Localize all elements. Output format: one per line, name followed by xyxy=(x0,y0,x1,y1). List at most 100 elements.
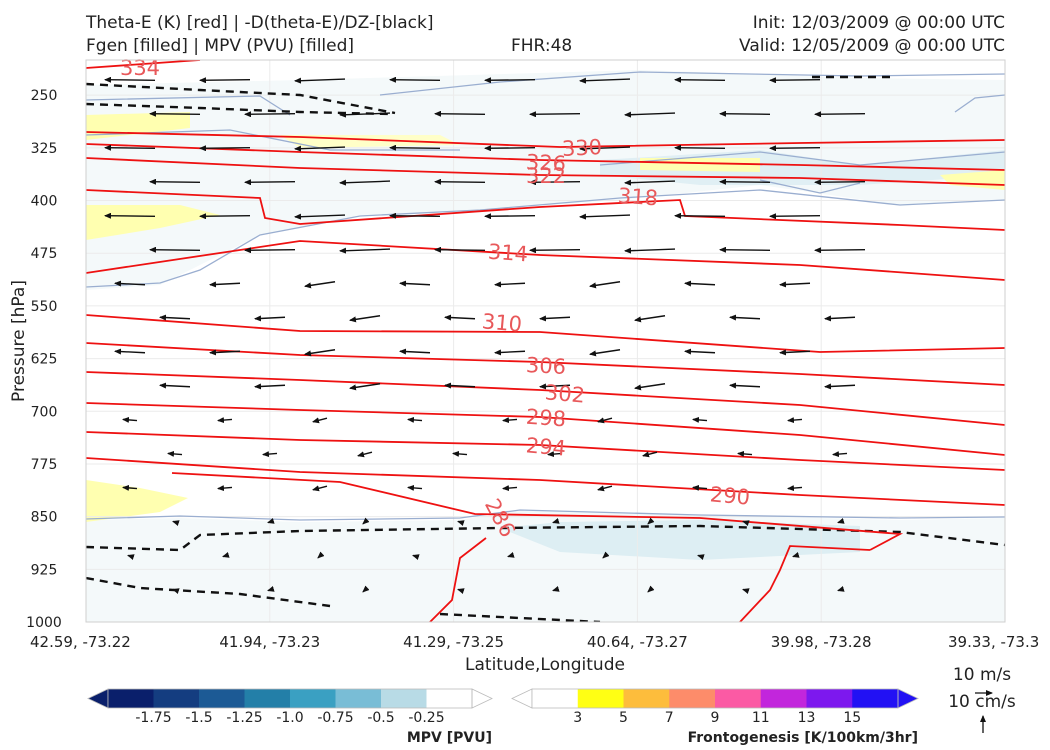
wind-arrow-17 xyxy=(199,145,251,152)
wind-arrow-108 xyxy=(552,518,560,524)
wind-arrow-52 xyxy=(494,281,526,288)
fgen-colorbar-tick-3: 9 xyxy=(711,710,720,726)
mpv-colorbar-title: MPV [PVU] xyxy=(407,730,492,746)
wind-arrow-42 xyxy=(339,247,391,254)
wind-arrow-11 xyxy=(434,110,486,117)
y-tick-label-325: 325 xyxy=(31,141,58,157)
wind-arrow-68 xyxy=(494,349,526,356)
forecast-hour: FHR:48 xyxy=(511,36,573,56)
fgen-colorbar-tick-0: 3 xyxy=(573,710,582,726)
wind-arrow-62 xyxy=(729,314,761,321)
wind-arrow-116 xyxy=(507,552,515,558)
wind-arrow-88 xyxy=(167,450,183,457)
wind-arrow-95 xyxy=(832,451,848,458)
x-axis-ticks: 42.59, -73.22 41.94, -73.23 41.29, -73.25 4… xyxy=(30,633,1039,651)
wind-arrow-94 xyxy=(737,450,753,457)
theta-e-contour-322-3 xyxy=(86,157,1005,186)
wind-arrow-117 xyxy=(602,551,610,559)
x-tick-label-4: 39.98, -73.28 xyxy=(771,633,872,651)
fgen-colorbar-tick-1: 5 xyxy=(619,710,628,726)
wind-arrow-36 xyxy=(484,213,536,220)
wind-arrow-25 xyxy=(244,179,296,186)
theta-e-contour-310-6 xyxy=(86,314,1005,353)
fgen-colorbar-swatch-5 xyxy=(760,689,807,708)
mpv-colorbar-tick-3: -1.0 xyxy=(276,710,303,726)
wind-arrow-14 xyxy=(719,110,771,117)
mpv-contour-4 xyxy=(86,95,291,116)
wind-arrow-51 xyxy=(399,280,431,287)
plot-area xyxy=(86,60,1005,622)
fgen-colorbar-swatch-6 xyxy=(806,689,853,708)
shaded-region-9 xyxy=(86,480,188,522)
wind-arrow-109 xyxy=(647,517,655,525)
wind-arrow-89 xyxy=(262,451,278,458)
wind-arrow-35 xyxy=(389,212,441,219)
vertical-wind-key-label: 10 cm/s xyxy=(948,692,1016,712)
y-tick-label-700: 700 xyxy=(31,404,58,420)
mpv-colorbar-tick-1: -1.5 xyxy=(185,710,212,726)
wind-arrow-87 xyxy=(787,417,803,424)
theta-e-contour-318-4 xyxy=(86,189,1005,231)
theta-e-label-310-6: 310 xyxy=(481,309,523,336)
wind-reference-key: 10 m/s 10 cm/s xyxy=(948,665,1016,733)
wind-arrow-38 xyxy=(674,212,726,219)
wind-arrow-119 xyxy=(792,552,800,558)
fgen-colorbar-tick-2: 7 xyxy=(665,710,674,726)
fgen-colorbar-swatch-0 xyxy=(532,689,579,708)
wind-arrow-96 xyxy=(122,484,138,491)
mpv-colorbar-tick-2: -1.25 xyxy=(226,710,262,726)
wind-arrow-63 xyxy=(824,315,856,322)
wind-arrow-1 xyxy=(199,77,251,84)
wind-arrow-57 xyxy=(254,315,286,322)
theta-e-contour-302-8 xyxy=(86,371,1005,426)
wind-arrow-19 xyxy=(389,144,441,151)
theta-e-contour-330-1 xyxy=(86,131,1005,148)
mpv-contour-2 xyxy=(86,189,1005,288)
y-tick-label-400: 400 xyxy=(31,194,58,210)
wind-arrow-72 xyxy=(159,382,191,389)
dashed-contour-2 xyxy=(86,576,331,608)
dashed-contour-3 xyxy=(439,612,601,622)
wind-arrow-55 xyxy=(779,281,811,288)
mpv-colorbar-tick-4: -0.75 xyxy=(317,710,353,726)
mpv-colorbar-swatch-6 xyxy=(381,689,427,708)
wind-arrow-125 xyxy=(647,585,655,593)
wind-arrow-78 xyxy=(729,382,761,389)
theta-e-label-294-10: 294 xyxy=(525,433,567,460)
wind-arrow-65 xyxy=(209,349,241,356)
wind-arrow-105 xyxy=(267,518,275,524)
theta-e-contour-334-0 xyxy=(86,60,201,69)
wind-arrow-53 xyxy=(589,281,621,289)
theta-e-contour-286-14 xyxy=(739,545,871,622)
wind-arrow-39 xyxy=(769,213,821,220)
wind-arrow-71 xyxy=(779,349,811,356)
shaded-region-7 xyxy=(640,158,760,172)
theta-e-label-306-7: 306 xyxy=(525,353,566,379)
fgen-colorbar-extend-high xyxy=(897,688,919,709)
theta-e-label-318-4: 318 xyxy=(617,184,659,211)
y-tick-label-775: 775 xyxy=(31,457,58,473)
mpv-contour-3 xyxy=(379,71,1005,96)
theta-e-contours xyxy=(86,60,1005,622)
wind-arrow-76 xyxy=(539,383,571,390)
theta-e-contour-286-13 xyxy=(429,537,487,622)
wind-arrow-70 xyxy=(684,348,716,355)
wind-arrow-13 xyxy=(624,111,676,118)
chart-title-line1: Theta-E (K) [red] | -D(theta-E)/DZ-[blac… xyxy=(86,13,434,33)
dashed-contour-4 xyxy=(86,82,396,115)
wind-arrow-115 xyxy=(412,554,420,560)
wind-arrow-104 xyxy=(172,520,180,526)
mpv-colorbar-tick-5: -0.5 xyxy=(367,710,394,726)
wind-arrow-10 xyxy=(339,111,391,118)
mpv-contour-6 xyxy=(599,151,1005,166)
wind-arrow-114 xyxy=(317,551,325,559)
wind-arrow-99 xyxy=(407,484,423,491)
wind-arrow-80 xyxy=(122,416,138,423)
wind-arrow-18 xyxy=(294,145,346,152)
fgen-colorbar-swatch-3 xyxy=(669,689,716,708)
wind-arrow-121 xyxy=(267,586,275,592)
wind-arrow-43 xyxy=(434,246,486,253)
wind-key-label: 10 m/s xyxy=(953,665,1011,685)
